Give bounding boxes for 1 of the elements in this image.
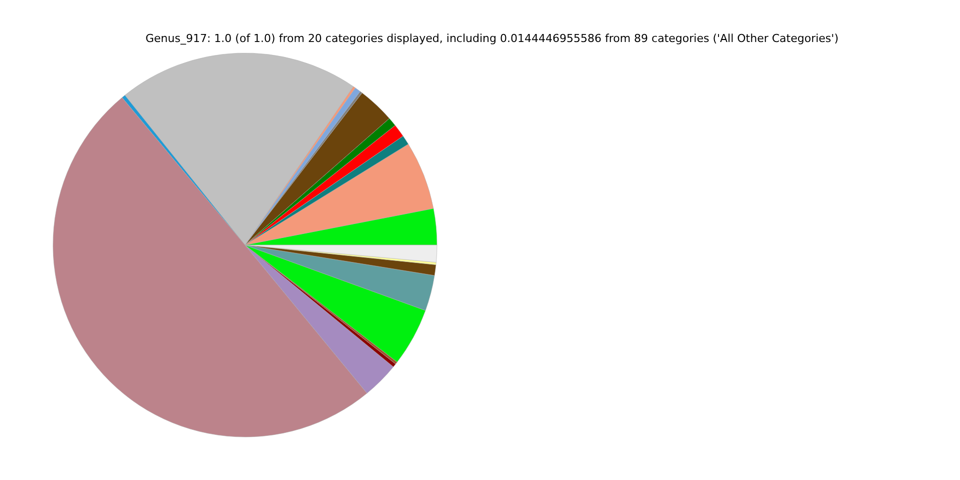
text: Genus_917: 1.0 (of 1.0) from 20 categories displayed, including 0.0144446955586 from 89 categories ('All Other Categories') <box>144 32 840 45</box>
